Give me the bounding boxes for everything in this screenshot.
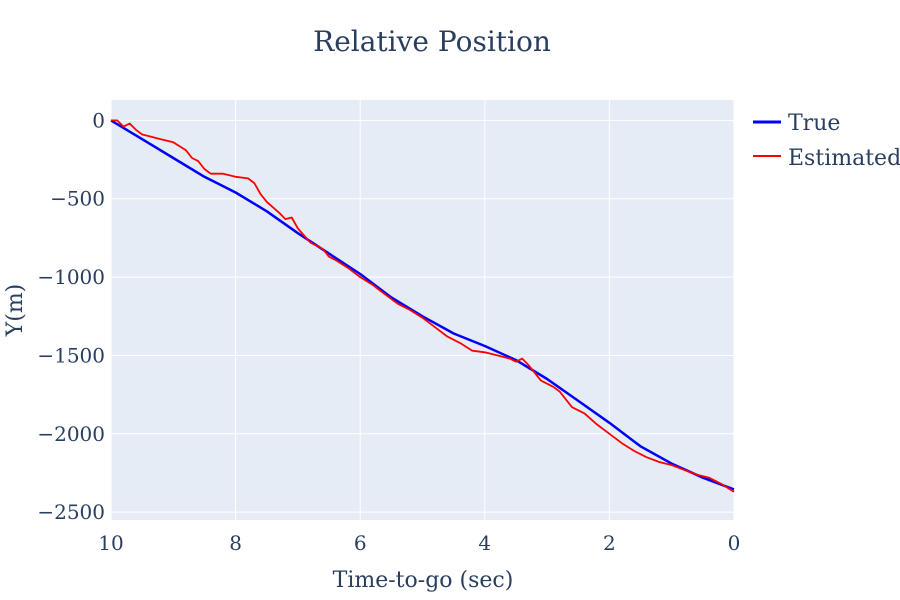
y-tick-label: 0 — [92, 108, 105, 132]
y-tick-labels: 0 −500 −1000 −1500 −2000 −2500 — [37, 108, 105, 524]
x-tick-label: 10 — [98, 531, 123, 555]
y-axis-title: Y(m) — [3, 284, 28, 338]
x-tick-label: 0 — [728, 531, 741, 555]
legend-label-estimated: Estimated — [788, 146, 900, 171]
x-axis-title: Time-to-go (sec) — [333, 568, 514, 593]
y-tick-label: −2500 — [37, 500, 105, 524]
x-gridlines — [110, 100, 735, 520]
legend-item-estimated[interactable]: Estimated — [753, 146, 900, 171]
x-tick-label: 8 — [229, 531, 242, 555]
chart-title: Relative Position — [313, 25, 551, 58]
legend-label-true: True — [788, 111, 840, 136]
series-line-estimated — [111, 119, 735, 493]
y-tick-label: −1000 — [37, 265, 105, 289]
legend-item-true[interactable]: True — [753, 111, 840, 136]
legend: True Estimated — [753, 111, 900, 171]
x-tick-labels: 10 8 6 4 2 0 — [98, 531, 740, 555]
y-gridlines — [111, 119, 734, 513]
series-layer — [110, 119, 735, 493]
x-tick-label: 6 — [354, 531, 367, 555]
series-line-true — [110, 119, 735, 491]
x-tick-label: 2 — [603, 531, 616, 555]
y-tick-label: −500 — [50, 187, 105, 211]
y-tick-label: −2000 — [37, 422, 105, 446]
x-tick-label: 4 — [478, 531, 491, 555]
plot-background — [111, 100, 734, 520]
y-tick-label: −1500 — [37, 343, 105, 367]
